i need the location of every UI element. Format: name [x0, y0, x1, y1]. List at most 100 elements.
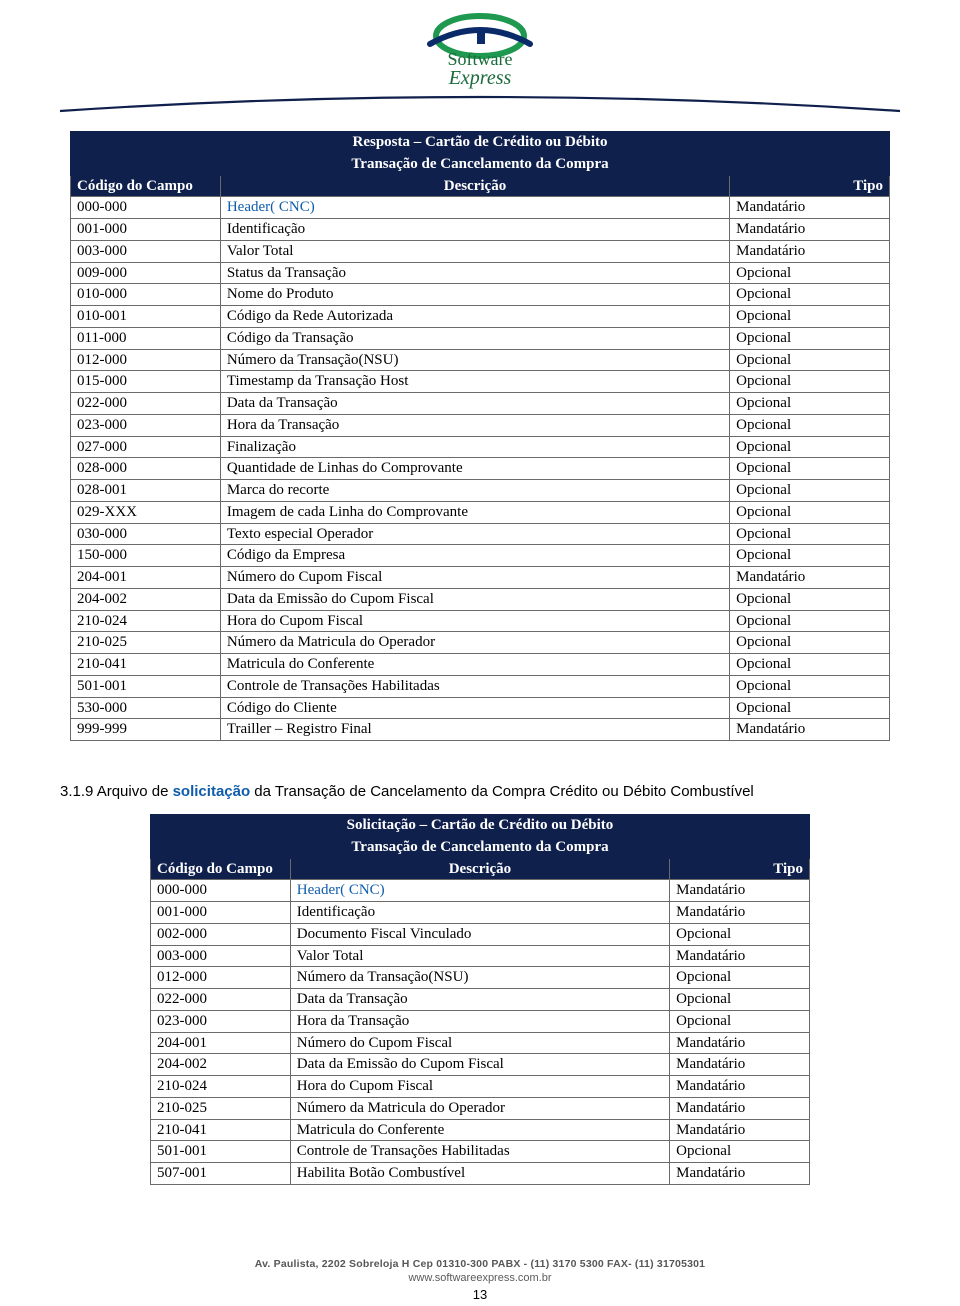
cell-codigo: 010-001	[71, 306, 221, 328]
cell-descricao: Hora do Cupom Fiscal	[290, 1076, 669, 1098]
cell-descricao: Status da Transação	[220, 262, 729, 284]
table-row: 210-025Número da Matricula do OperadorOp…	[71, 632, 890, 654]
brand-bottom: Express	[449, 67, 512, 89]
cell-tipo: Opcional	[730, 480, 890, 502]
table-row: 501-001Controle de Transações Habilitada…	[71, 675, 890, 697]
cell-descricao: Código da Empresa	[220, 545, 729, 567]
cell-codigo: 022-000	[71, 393, 221, 415]
cell-tipo: Mandatário	[670, 1054, 810, 1076]
cell-codigo: 210-024	[151, 1076, 291, 1098]
cell-descricao: Texto especial Operador	[220, 523, 729, 545]
table1-col-header: Descrição	[220, 175, 729, 197]
cell-codigo: 010-000	[71, 284, 221, 306]
cell-tipo: Mandatário	[670, 1032, 810, 1054]
table-row: 210-041Matricula do ConferenteOpcional	[71, 654, 890, 676]
cell-descricao: Identificação	[220, 219, 729, 241]
cell-descricao: Imagem de cada Linha do Comprovante	[220, 501, 729, 523]
cell-tipo: Mandatário	[670, 1119, 810, 1141]
cell-codigo: 501-001	[71, 675, 221, 697]
cell-descricao: Hora do Cupom Fiscal	[220, 610, 729, 632]
table-row: 027-000FinalizaçãoOpcional	[71, 436, 890, 458]
cell-codigo: 210-025	[151, 1097, 291, 1119]
table-row: 507-001Habilita Botão CombustívelMandatá…	[151, 1163, 810, 1185]
table-row: 003-000Valor TotalMandatário	[71, 240, 890, 262]
cell-codigo: 150-000	[71, 545, 221, 567]
cell-codigo: 001-000	[71, 219, 221, 241]
cell-descricao: Trailler – Registro Final	[220, 719, 729, 741]
section-heading: 3.1.9 Arquivo de solicitação da Transaçã…	[60, 783, 900, 800]
cell-codigo: 012-000	[151, 967, 291, 989]
table-row: 530-000Código do ClienteOpcional	[71, 697, 890, 719]
cell-tipo: Opcional	[730, 393, 890, 415]
cell-codigo: 001-000	[151, 902, 291, 924]
cell-tipo: Mandatário	[730, 719, 890, 741]
cell-codigo: 210-025	[71, 632, 221, 654]
cell-codigo: 028-000	[71, 458, 221, 480]
cell-codigo: 530-000	[71, 697, 221, 719]
table1-col-header: Tipo	[730, 175, 890, 197]
cell-codigo: 204-002	[151, 1054, 291, 1076]
cell-codigo: 003-000	[71, 240, 221, 262]
cell-tipo: Opcional	[670, 989, 810, 1011]
footer-address: Av. Paulista, 2202 Sobreloja H Cep 01310…	[0, 1258, 960, 1270]
table-row: 012-000Número da Transação(NSU)Opcional	[151, 967, 810, 989]
cell-descricao: Data da Emissão do Cupom Fiscal	[220, 588, 729, 610]
cell-descricao: Número da Matricula do Operador	[220, 632, 729, 654]
cell-codigo: 029-XXX	[71, 501, 221, 523]
page-number: 13	[0, 1287, 960, 1302]
cell-descricao: Controle de Transações Habilitadas	[290, 1141, 669, 1163]
cell-tipo: Opcional	[730, 436, 890, 458]
cell-tipo: Opcional	[730, 632, 890, 654]
cell-codigo: 204-001	[71, 567, 221, 589]
cell-descricao: Quantidade de Linhas do Comprovante	[220, 458, 729, 480]
table-row: 010-000Nome do ProdutoOpcional	[71, 284, 890, 306]
cell-descricao: Marca do recorte	[220, 480, 729, 502]
cell-descricao: Controle de Transações Habilitadas	[220, 675, 729, 697]
table-row: 015-000Timestamp da Transação HostOpcion…	[71, 371, 890, 393]
cell-tipo: Opcional	[730, 523, 890, 545]
table-row: 210-041Matricula do ConferenteMandatário	[151, 1119, 810, 1141]
cell-codigo: 999-999	[71, 719, 221, 741]
cell-tipo: Opcional	[730, 284, 890, 306]
cell-codigo: 030-000	[71, 523, 221, 545]
cell-codigo: 002-000	[151, 923, 291, 945]
footer-url: www.softwareexpress.com.br	[0, 1272, 960, 1284]
table-resposta: Resposta – Cartão de Crédito ou Débito T…	[70, 131, 890, 741]
cell-tipo: Opcional	[730, 349, 890, 371]
cell-descricao: Número da Matricula do Operador	[290, 1097, 669, 1119]
cell-codigo: 003-000	[151, 945, 291, 967]
table-row: 029-XXXImagem de cada Linha do Comprovan…	[71, 501, 890, 523]
cell-codigo: 000-000	[151, 880, 291, 902]
cell-descricao: Número da Transação(NSU)	[290, 967, 669, 989]
page-footer: Av. Paulista, 2202 Sobreloja H Cep 01310…	[0, 1258, 960, 1284]
cell-descricao: Data da Transação	[220, 393, 729, 415]
cell-descricao: Documento Fiscal Vinculado	[290, 923, 669, 945]
table-row: 012-000Número da Transação(NSU)Opcional	[71, 349, 890, 371]
table-row: 002-000Documento Fiscal VinculadoOpciona…	[151, 923, 810, 945]
cell-tipo: Opcional	[670, 923, 810, 945]
cell-tipo: Mandatário	[730, 197, 890, 219]
cell-tipo: Opcional	[730, 262, 890, 284]
cell-tipo: Opcional	[730, 501, 890, 523]
cell-tipo: Mandatário	[670, 1097, 810, 1119]
cell-codigo: 507-001	[151, 1163, 291, 1185]
heading-highlight: solicitação	[173, 783, 251, 800]
cell-codigo: 027-000	[71, 436, 221, 458]
cell-descricao: Número do Cupom Fiscal	[290, 1032, 669, 1054]
table2-col-header: Descrição	[290, 858, 669, 880]
table-row: 010-001Código da Rede AutorizadaOpcional	[71, 306, 890, 328]
cell-descricao: Data da Transação	[290, 989, 669, 1011]
cell-codigo: 204-002	[71, 588, 221, 610]
cell-codigo: 000-000	[71, 197, 221, 219]
logo-header: Software Express	[60, 0, 900, 93]
table-row: 023-000Hora da TransaçãoOpcional	[151, 1010, 810, 1032]
table-row: 999-999Trailler – Registro FinalMandatár…	[71, 719, 890, 741]
table2-subtitle: Transação de Cancelamento da Compra	[151, 836, 810, 858]
table-row: 001-000IdentificaçãoMandatário	[71, 219, 890, 241]
cell-tipo: Opcional	[730, 458, 890, 480]
cell-tipo: Mandatário	[670, 945, 810, 967]
cell-descricao: Header( CNC)	[290, 880, 669, 902]
cell-tipo: Opcional	[730, 654, 890, 676]
table-row: 501-001Controle de Transações Habilitada…	[151, 1141, 810, 1163]
cell-descricao: Finalização	[220, 436, 729, 458]
